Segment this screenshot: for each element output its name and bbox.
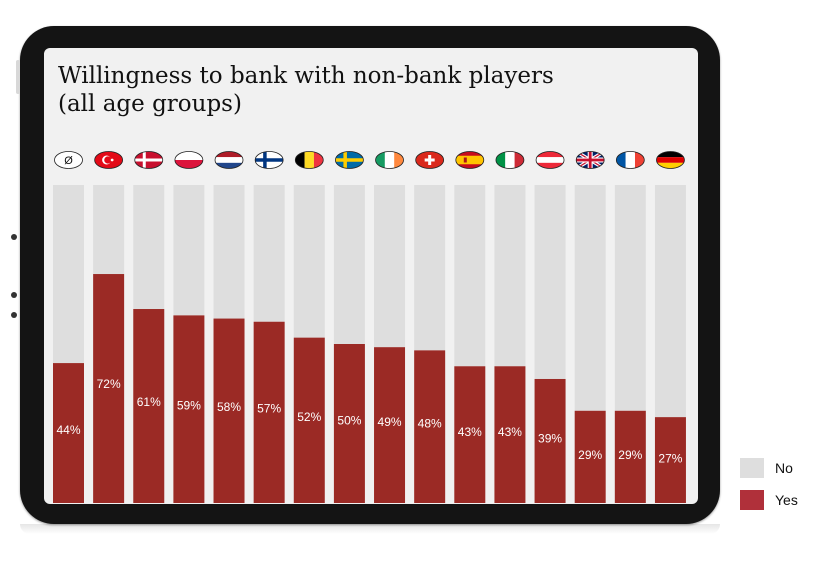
data-label: 58%: [217, 400, 241, 414]
bar-group: 43%: [494, 185, 526, 503]
bar-yes: [293, 337, 325, 503]
flag-spain-icon: [455, 151, 485, 169]
bar-group: 57%: [253, 185, 285, 503]
average-label: Ø: [64, 155, 73, 167]
bar-no: [494, 185, 526, 367]
bar-group: 61%: [133, 185, 165, 503]
bar-yes: [213, 318, 245, 503]
bar-group: 50%: [333, 185, 365, 503]
chart-title-line-1: Willingness to bank with non-bank player…: [58, 63, 554, 89]
bar-no: [173, 185, 205, 316]
bar-group: 29%: [574, 185, 606, 503]
bar-yes: [173, 315, 205, 503]
data-label: 48%: [418, 417, 442, 431]
data-label: 61%: [137, 395, 161, 409]
bar-yes: [93, 274, 125, 503]
flag-poland-icon: [174, 151, 204, 169]
bar-yes: [414, 350, 446, 503]
data-label: 49%: [378, 415, 402, 429]
bar-no: [454, 185, 486, 367]
flag-italy-icon: [495, 151, 525, 169]
side-button: [11, 234, 17, 240]
bar-no: [253, 185, 285, 322]
legend-swatch-no: [740, 458, 764, 478]
bar-yes: [53, 363, 84, 503]
flag-switzerland-icon: [415, 151, 445, 169]
side-edge-button: [16, 60, 20, 94]
bar-group: 49%: [374, 185, 406, 503]
bar-yes: [253, 321, 285, 503]
data-label: 72%: [97, 377, 121, 391]
legend: No Yes: [740, 456, 798, 520]
flag-turkey-icon: [94, 151, 124, 169]
flag-germany-icon: [656, 151, 685, 169]
bar-no: [333, 185, 365, 344]
data-label: 57%: [257, 402, 281, 416]
bar-yes: [374, 347, 406, 503]
flag-netherlands-icon: [214, 151, 244, 169]
legend-swatch-yes: [740, 490, 764, 510]
flag-uk-icon: [575, 151, 605, 169]
bar-group: 43%: [454, 185, 486, 503]
bar-group: 27%: [654, 185, 686, 503]
bar-group: 48%: [414, 185, 446, 503]
flag-denmark-icon: [134, 151, 164, 169]
data-label: 29%: [618, 448, 642, 462]
legend-label-no: No: [775, 460, 793, 476]
average-icon: Ø: [54, 151, 83, 169]
data-label: 44%: [56, 423, 80, 437]
flag-france-icon: [615, 151, 645, 169]
bar-no: [654, 185, 686, 418]
bar-no: [374, 185, 406, 348]
legend-label-yes: Yes: [775, 492, 798, 508]
data-label: 29%: [578, 448, 602, 462]
bar-no: [614, 185, 646, 411]
data-label: 27%: [658, 451, 682, 465]
data-label: 50%: [337, 413, 361, 427]
bar-yes: [574, 410, 606, 503]
bar-group: 58%: [213, 185, 245, 503]
flag-austria-icon: [535, 151, 565, 169]
data-label: 43%: [498, 425, 522, 439]
data-label: 39%: [538, 432, 562, 446]
bar-no: [534, 185, 566, 379]
bar-no: [53, 185, 84, 364]
chart-title: Willingness to bank with non-bank player…: [58, 62, 554, 118]
bar-yes: [133, 309, 165, 503]
flag-sweden-icon: [335, 151, 364, 169]
side-button: [11, 292, 17, 298]
bar-yes: [614, 410, 646, 503]
bar-group: 44%: [53, 185, 84, 503]
bar-group: 59%: [173, 185, 205, 503]
bar-no: [93, 185, 125, 275]
bar-group: 29%: [614, 185, 646, 503]
legend-item-no: No: [740, 456, 798, 480]
bar-no: [213, 185, 245, 319]
bar-yes: [654, 417, 686, 503]
bar-no: [293, 185, 325, 338]
bar-yes: [534, 378, 566, 503]
bar-group: 52%: [293, 185, 325, 503]
flag-ireland-icon: [375, 151, 404, 169]
side-button: [11, 312, 17, 318]
data-label: 59%: [177, 398, 201, 412]
data-label: 43%: [458, 425, 482, 439]
flag-finland-icon: [254, 151, 284, 169]
chart-title-line-2: (all age groups): [58, 91, 242, 117]
bar-group: 39%: [534, 185, 566, 503]
legend-item-yes: Yes: [740, 488, 798, 512]
bar-no: [133, 185, 165, 310]
bar-yes: [494, 366, 526, 503]
bar-no: [414, 185, 446, 351]
bar-yes: [333, 344, 365, 503]
data-label: 52%: [297, 410, 321, 424]
flag-belgium-icon: [294, 151, 324, 169]
bar-no: [574, 185, 606, 411]
bar-yes: [454, 366, 486, 503]
bar-group: 72%: [93, 185, 125, 503]
